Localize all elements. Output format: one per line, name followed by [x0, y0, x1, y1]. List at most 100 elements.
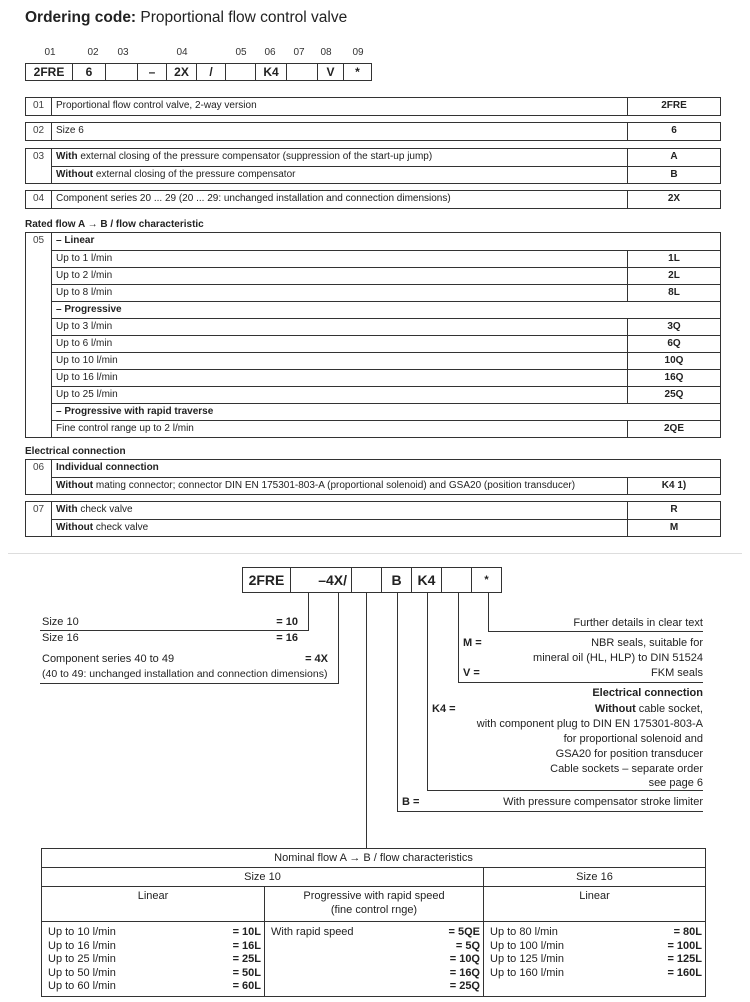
option-text: Up to 3 l/min [56, 321, 113, 332]
option-row: Up to 3 l/min 3Q [52, 318, 720, 335]
option-code: 2FRE [661, 100, 687, 111]
group-rows: Individual connection Without mating conn… [52, 460, 720, 494]
flow-column-c3: Up to 80 l/min = 80L Up to 100 l/min = 100L… [483, 921, 706, 997]
option-group-02: 02 Size 6 6 [25, 122, 721, 141]
option-description: Up to 3 l/min [52, 318, 628, 335]
option-group-06: 06 Individual connection Without mating co… [25, 459, 721, 495]
group-rows: Proportional flow control valve, 2-way v… [52, 98, 720, 115]
flow-option: = 10Q [271, 953, 480, 967]
option-description: Up to 1 l/min [52, 250, 628, 267]
option-row: – Progressive with rapid traverse [52, 403, 720, 420]
option-text: check valve [77, 504, 133, 515]
option-code: 3Q [628, 318, 720, 335]
flow-range: Up to 25 l/min [48, 953, 116, 965]
group-rows: Component series 20 ... 29 (20 ... 29: u… [52, 191, 720, 208]
option-group-05: 05 – Linear Up to 1 l/min 1L Up to 2 l/min 2L… [25, 232, 721, 438]
flow-code: = 60L [232, 980, 261, 992]
option-code: 1L [628, 250, 720, 267]
type-code-box: * [472, 567, 502, 593]
option-description: Up to 25 l/min [52, 386, 628, 403]
type-code-box: 2FRE [242, 567, 291, 593]
flow-range: Up to 100 l/min [490, 939, 564, 952]
type-code-box: –4X/ [291, 567, 352, 593]
option-row: Individual connection [52, 460, 720, 477]
option-text: Up to 10 l/min [56, 355, 118, 366]
group-rows: – Linear Up to 1 l/min 1L Up to 2 l/min 2L Up… [52, 233, 720, 437]
flow-option: Up to 60 l/min = 60L [48, 980, 261, 994]
flow-code: = 16Q [449, 966, 480, 979]
option-bold: Without [56, 522, 94, 533]
flow-option: Up to 160 l/min = 160L [490, 967, 702, 981]
option-description: Individual connection [52, 460, 720, 477]
type-code-box [352, 567, 382, 593]
option-code: M [628, 519, 720, 536]
position-label: 05 [235, 47, 247, 58]
option-code: K4 1) [628, 477, 720, 494]
option-text: Up to 16 l/min [56, 372, 118, 383]
position-label: 06 [264, 47, 276, 58]
option-row: Without mating connector; connector DIN … [52, 477, 720, 494]
option-code: 16Q [628, 369, 720, 386]
flow-range: Up to 16 l/min [48, 939, 116, 952]
code-box: 2FRE [25, 63, 73, 81]
option-description: Up to 6 l/min [52, 335, 628, 352]
option-row: Up to 8 l/min 8L [52, 284, 720, 301]
group-number: 05 [26, 233, 52, 437]
flow-code: = 25Q [449, 980, 480, 992]
size10-label: Size 10 [42, 616, 79, 628]
option-description: Up to 10 l/min [52, 352, 628, 369]
flow-code: = 5Q [455, 939, 480, 952]
flow-option: Up to 16 l/min = 16L [48, 940, 261, 954]
option-row: Up to 10 l/min 10Q [52, 352, 720, 369]
option-bold: Individual connection [56, 462, 159, 473]
option-bold: – Progressive [56, 304, 122, 315]
flow-range: Up to 125 l/min [490, 953, 564, 965]
option-description: Up to 2 l/min [52, 267, 628, 284]
option-description: With external closing of the pressure co… [52, 149, 628, 166]
position-label: 03 [117, 47, 129, 58]
option-row: Up to 6 l/min 6Q [52, 335, 720, 352]
option-description: – Progressive with rapid traverse [52, 403, 720, 420]
position-label: 09 [352, 47, 364, 58]
flow-option: With rapid speed = 5QE [271, 926, 480, 940]
option-code: B [628, 166, 720, 183]
position-label: 02 [87, 47, 99, 58]
group-number: 03 [26, 149, 52, 183]
option-description: Without external closing of the pressure… [52, 166, 628, 183]
type-code-box: B [382, 567, 412, 593]
flow-code: = 50L [232, 966, 261, 979]
group-rows: With check valve R Without check valve M [52, 502, 720, 536]
option-description: Fine control range up to 2 l/min [52, 420, 628, 437]
type-code-box: K4 [412, 567, 442, 593]
option-row: Without check valve M [52, 519, 720, 536]
code-box [287, 63, 318, 81]
option-text: Component series 20 ... 29 (20 ... 29: u… [56, 193, 451, 204]
divider [8, 553, 742, 554]
flow-range: Up to 80 l/min [490, 926, 558, 938]
option-code: 2X [667, 193, 681, 204]
group-number: 01 [26, 98, 52, 115]
code-box: 6 [73, 63, 106, 81]
option-group-04: 04 Component series 20 ... 29 (20 ... 29:… [25, 190, 721, 209]
flow-range: With rapid speed [271, 926, 354, 938]
section-electrical: Electrical connection [25, 446, 126, 457]
option-bold: With [56, 151, 78, 162]
option-text: Up to 6 l/min [56, 338, 113, 349]
option-row: Proportional flow control valve, 2-way v… [52, 98, 720, 115]
option-text: Up to 2 l/min [56, 270, 113, 281]
option-row: With external closing of the pressure co… [52, 149, 720, 166]
size16-label: Size 16 [42, 632, 79, 644]
position-label: 08 [320, 47, 332, 58]
flow-column-c2: With rapid speed = 5QE = 5Q = 10Q = 16Q = 25Q [264, 921, 484, 997]
group-number: 02 [26, 123, 52, 140]
option-text: Proportional flow control valve, 2-way v… [56, 100, 257, 111]
code-box: K4 [256, 63, 287, 81]
option-code: 10Q [628, 352, 720, 369]
option-row: Size 6 6 [52, 123, 720, 140]
flow-option: Up to 125 l/min = 125L [490, 953, 702, 967]
flow-option: Up to 10 l/min = 10L [48, 926, 261, 940]
option-text: check valve [93, 522, 149, 533]
position-label: 07 [293, 47, 305, 58]
option-row: Fine control range up to 2 l/min 2QE [52, 420, 720, 437]
flow-code: = 80L [673, 926, 702, 938]
